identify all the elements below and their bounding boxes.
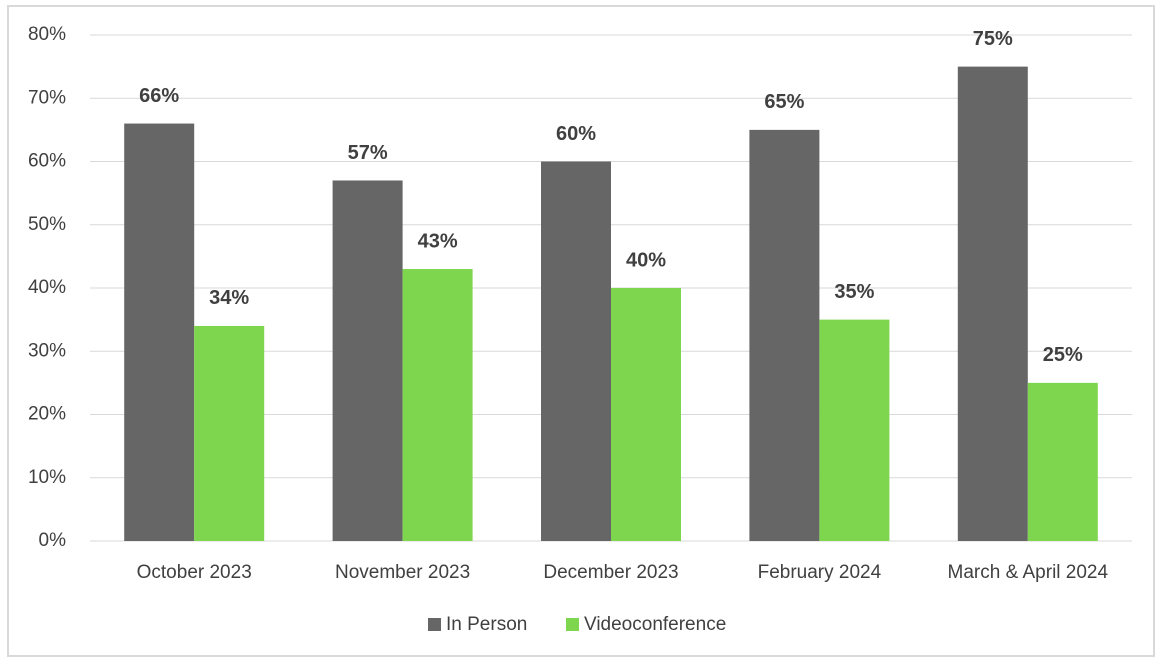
x-tick-label: February 2024	[758, 562, 882, 583]
bar	[194, 325, 265, 541]
x-tick-label: October 2023	[137, 562, 252, 583]
bar	[124, 123, 195, 542]
value-label: 35%	[834, 281, 874, 303]
bar	[819, 319, 890, 541]
y-tick-label: 70%	[28, 87, 66, 108]
value-label: 60%	[556, 123, 596, 145]
value-label: 43%	[418, 230, 458, 252]
value-label: 25%	[1043, 344, 1083, 366]
y-tick-label: 20%	[28, 404, 66, 425]
value-label: 57%	[348, 142, 388, 164]
bar	[749, 129, 820, 541]
y-tick-label: 30%	[28, 340, 66, 361]
bar	[611, 288, 681, 541]
bar	[541, 161, 611, 541]
y-tick-label: 50%	[28, 214, 66, 235]
x-tick-label: November 2023	[335, 562, 470, 583]
bar	[957, 66, 1028, 541]
y-tick-label: 40%	[28, 277, 66, 298]
y-tick-label: 60%	[28, 151, 66, 172]
legend-swatch	[566, 618, 579, 631]
bar	[402, 269, 473, 541]
legend-label: In Person	[446, 614, 527, 635]
legend-swatch	[428, 618, 441, 631]
value-label: 66%	[139, 85, 179, 107]
value-label: 65%	[764, 91, 804, 113]
bar	[332, 180, 403, 541]
y-tick-label: 0%	[39, 530, 67, 551]
y-tick-label: 80%	[28, 24, 66, 45]
y-tick-label: 10%	[28, 467, 66, 488]
legend-label: Videoconference	[584, 614, 726, 635]
value-label: 34%	[209, 287, 249, 309]
x-tick-label: December 2023	[543, 562, 678, 583]
x-tick-label: March & April 2024	[948, 562, 1109, 583]
value-label: 40%	[626, 249, 666, 271]
value-label: 75%	[973, 28, 1013, 50]
bar	[1027, 382, 1098, 541]
